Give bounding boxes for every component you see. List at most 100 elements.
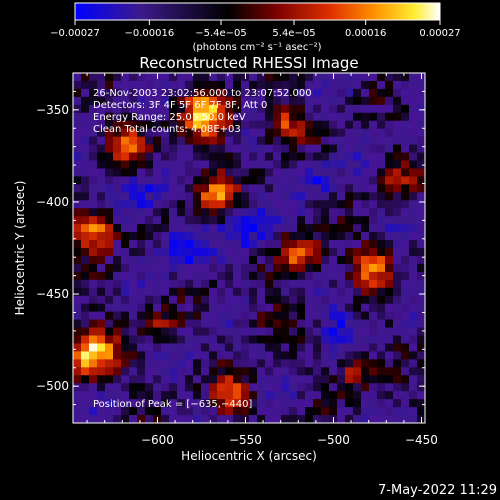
heatmap-cell [169, 383, 178, 392]
heatmap-cell [233, 335, 242, 344]
heatmap-cell [193, 152, 202, 161]
heatmap-cell [393, 248, 402, 257]
heatmap-cell [353, 271, 362, 281]
heatmap-cell [89, 295, 98, 304]
heatmap-cell [337, 120, 346, 129]
heatmap-cell [89, 80, 98, 90]
heatmap-cell [73, 399, 82, 408]
heatmap-cell [281, 112, 290, 122]
heatmap-cell [297, 208, 306, 217]
heatmap-cell [265, 303, 274, 312]
heatmap-cell [201, 255, 210, 265]
heatmap-cell [161, 311, 170, 320]
heatmap-cell [169, 176, 178, 185]
heatmap-cell [153, 263, 162, 273]
heatmap-cell [137, 327, 146, 336]
heatmap-cell [297, 240, 306, 249]
heatmap-cell [289, 208, 298, 217]
heatmap-cell [169, 319, 178, 328]
heatmap-cell [321, 287, 330, 297]
heatmap-cell [305, 407, 314, 416]
heatmap-cell [153, 120, 162, 129]
heatmap-cell [81, 407, 90, 416]
heatmap-cell [89, 96, 98, 106]
heatmap-cell [193, 120, 202, 129]
heatmap-cell [161, 240, 170, 249]
heatmap-cell [105, 240, 114, 249]
heatmap-cell [393, 208, 402, 217]
heatmap-cell [137, 88, 146, 98]
heatmap-cell [161, 343, 170, 352]
heatmap-cell [337, 152, 346, 161]
heatmap-cell [169, 327, 178, 336]
heatmap-cell [73, 184, 82, 193]
heatmap-cell [257, 168, 266, 177]
heatmap-cell [121, 295, 130, 304]
heatmap-cell [385, 128, 394, 137]
heatmap-cell [193, 263, 202, 273]
heatmap-cell [249, 303, 258, 312]
heatmap-cell [401, 255, 410, 265]
heatmap-cell [193, 200, 202, 209]
heatmap-cell [313, 415, 322, 423]
heatmap-cell [393, 168, 402, 177]
heatmap-cell [113, 88, 122, 98]
heatmap-cell [233, 399, 242, 408]
heatmap-cell [377, 391, 386, 400]
heatmap-cell [233, 351, 242, 360]
heatmap-cell [265, 295, 274, 304]
heatmap-cell [297, 73, 306, 82]
heatmap-cell [217, 232, 226, 241]
heatmap-cell [241, 216, 250, 225]
heatmap-cell [393, 335, 402, 344]
heatmap-cell [321, 255, 330, 265]
heatmap-cell [401, 120, 410, 129]
heatmap-cell [89, 160, 98, 169]
heatmap-cell [305, 343, 314, 352]
heatmap-cell [225, 415, 234, 423]
heatmap-cell [153, 144, 162, 153]
heatmap-cell [121, 351, 130, 360]
heatmap-cell [217, 216, 226, 225]
heatmap-cell [225, 319, 234, 328]
heatmap-cell [265, 319, 274, 328]
heatmap-cell [417, 152, 425, 161]
heatmap-cell [185, 240, 194, 249]
heatmap-cell [361, 144, 370, 153]
heatmap-cell [81, 208, 90, 217]
heatmap-cell [105, 287, 114, 297]
heatmap-cell [129, 359, 138, 368]
heatmap-cell [385, 168, 394, 177]
heatmap-cell [225, 335, 234, 344]
heatmap-cell [73, 271, 82, 281]
heatmap-cell [97, 255, 106, 265]
heatmap-cell [337, 168, 346, 177]
heatmap-cell [257, 279, 266, 289]
heatmap-cell [257, 128, 266, 137]
heatmap-cell [313, 120, 322, 129]
heatmap-cell [89, 240, 98, 249]
heatmap-cell [217, 351, 226, 360]
heatmap-cell [73, 311, 82, 320]
heatmap-cell [353, 343, 362, 352]
heatmap-cell [337, 128, 346, 137]
heatmap-cell [113, 351, 122, 360]
heatmap-cell [305, 80, 314, 90]
heatmap-cell [185, 128, 194, 137]
heatmap-cell [97, 407, 106, 416]
heatmap-cell [361, 184, 370, 193]
heatmap-cell [193, 383, 202, 392]
heatmap-cell [121, 216, 130, 225]
heatmap-cell [385, 136, 394, 145]
heatmap-cell [201, 144, 210, 153]
heatmap-cell [329, 303, 338, 312]
heatmap-cell [105, 343, 114, 352]
heatmap-cell [345, 287, 354, 297]
heatmap-cell [417, 136, 425, 145]
heatmap-cell [337, 255, 346, 265]
heatmap-cell [289, 216, 298, 225]
heatmap-cell [209, 335, 218, 344]
heatmap-cell [417, 112, 425, 122]
heatmap-cell [361, 375, 370, 384]
heatmap-cell [137, 73, 146, 82]
